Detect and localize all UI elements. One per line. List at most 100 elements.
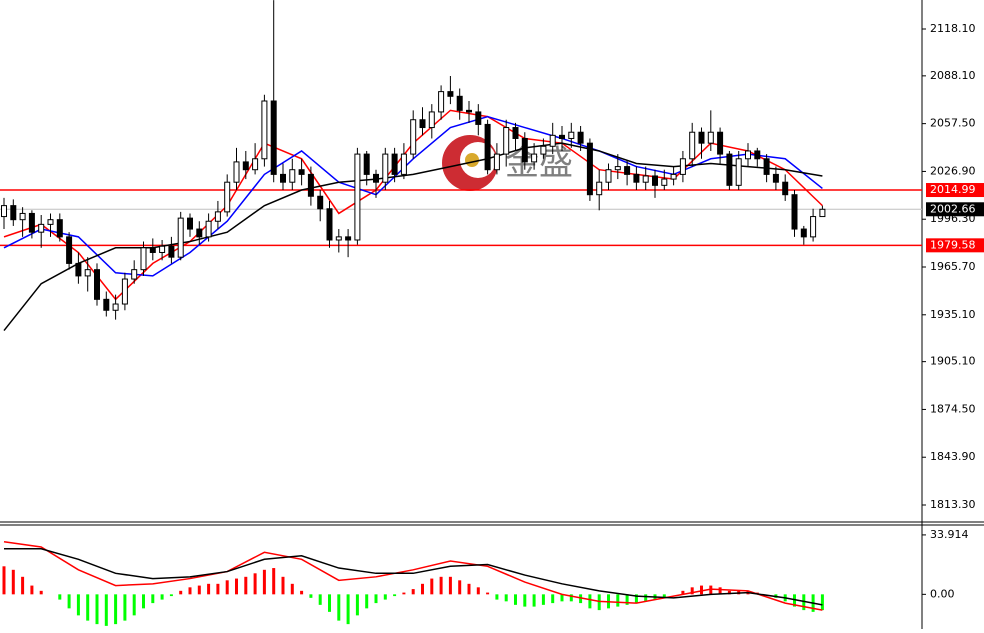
histogram-bar [300, 590, 304, 595]
histogram-bar [355, 594, 359, 616]
histogram-bar [216, 583, 220, 595]
candle-body [772, 173, 779, 183]
price-label-box [926, 202, 984, 217]
histogram-bar [486, 592, 490, 595]
histogram-bar [411, 589, 415, 595]
candle-body [540, 145, 547, 155]
candle-body [531, 153, 538, 163]
histogram-bar [569, 594, 573, 602]
histogram-bar [467, 583, 471, 595]
candle-body [763, 158, 770, 175]
candle-body [586, 142, 593, 196]
histogram-bar [374, 594, 378, 604]
candle-body [521, 137, 528, 163]
candle-body [307, 173, 314, 197]
histogram-bar [504, 594, 508, 602]
histogram-bar [86, 594, 90, 621]
candle-body [317, 195, 324, 210]
histogram-bar [114, 594, 118, 625]
histogram-bar [458, 580, 462, 595]
candle-body [19, 212, 26, 221]
candle-body [326, 208, 333, 241]
y-tick-label: 2057.50 [930, 117, 976, 130]
histogram-bar [290, 583, 294, 595]
candle-body [289, 169, 296, 183]
histogram-bar [541, 594, 545, 605]
candle-body [94, 269, 100, 300]
histogram-bar [281, 576, 285, 595]
candle-body [400, 153, 407, 175]
y-tick-label: 1905.10 [930, 355, 976, 368]
indicator-line [3, 115, 823, 277]
candle-body [466, 109, 472, 113]
candle-body [596, 181, 603, 196]
histogram-bar [207, 583, 211, 595]
histogram-bar [39, 590, 43, 595]
y-tick-label: 1843.90 [930, 450, 976, 463]
histogram-bar [644, 594, 648, 602]
histogram-bar [402, 592, 406, 595]
price-label: 2002.66 [930, 202, 976, 215]
candle-body [38, 223, 45, 233]
y-tick-label: 1874.50 [930, 402, 976, 415]
histogram-bar [597, 594, 601, 611]
candle-body [10, 205, 17, 221]
y-tick-label: 1813.30 [930, 498, 976, 511]
candle-body [428, 111, 435, 129]
candle-body [56, 219, 63, 238]
histogram-bar [532, 594, 536, 607]
candle-body [354, 153, 361, 241]
candle-body [717, 131, 724, 155]
histogram-bar [514, 594, 517, 605]
histogram-bar [365, 594, 369, 609]
histogram-bar [58, 594, 62, 600]
histogram-bar [616, 594, 620, 607]
candle-body [698, 131, 705, 144]
candle-body [577, 131, 584, 144]
y-tick-label: 1965.70 [930, 260, 976, 273]
candle-body [735, 158, 742, 186]
histogram-bar [700, 585, 703, 595]
histogram-bar [104, 594, 108, 626]
candle-body [112, 303, 119, 311]
histogram-bar [625, 594, 629, 605]
candle-body [84, 269, 91, 277]
candle-body [512, 127, 519, 139]
candle-body [559, 134, 565, 139]
histogram-bar [523, 594, 527, 607]
candle-body [419, 119, 426, 129]
price-label: 1979.58 [930, 238, 976, 251]
candle-body [177, 217, 184, 258]
y-tick-label: 33.914 [930, 528, 969, 541]
candle-body [159, 245, 166, 253]
histogram-bar [551, 594, 555, 604]
y-tick-label: 2088.10 [930, 69, 976, 82]
histogram-bar [309, 594, 313, 598]
price-label-box [926, 238, 984, 253]
candle-body [205, 220, 212, 238]
histogram-bar [169, 594, 173, 597]
histogram-bar [132, 594, 136, 616]
candle-body [819, 208, 826, 218]
indicator-line [4, 548, 823, 606]
candle-body [689, 131, 696, 160]
histogram-bar [2, 566, 6, 595]
histogram-bar [197, 585, 201, 595]
histogram-bar [727, 590, 731, 595]
histogram-bar [95, 594, 99, 625]
candle-body [754, 150, 761, 160]
histogram-bar [495, 594, 499, 600]
candle-body [382, 153, 389, 183]
candle-body [633, 173, 640, 183]
histogram-bar [476, 587, 480, 595]
candle-body [791, 194, 798, 230]
y-tick-label: 0.00 [930, 587, 955, 600]
histogram-bar [225, 580, 229, 595]
histogram-bar [328, 594, 331, 612]
indicator-line [3, 541, 823, 611]
histogram-bar [681, 590, 685, 595]
histogram-bar [67, 594, 71, 609]
histogram-bar [11, 569, 15, 595]
candle-body [270, 100, 277, 175]
